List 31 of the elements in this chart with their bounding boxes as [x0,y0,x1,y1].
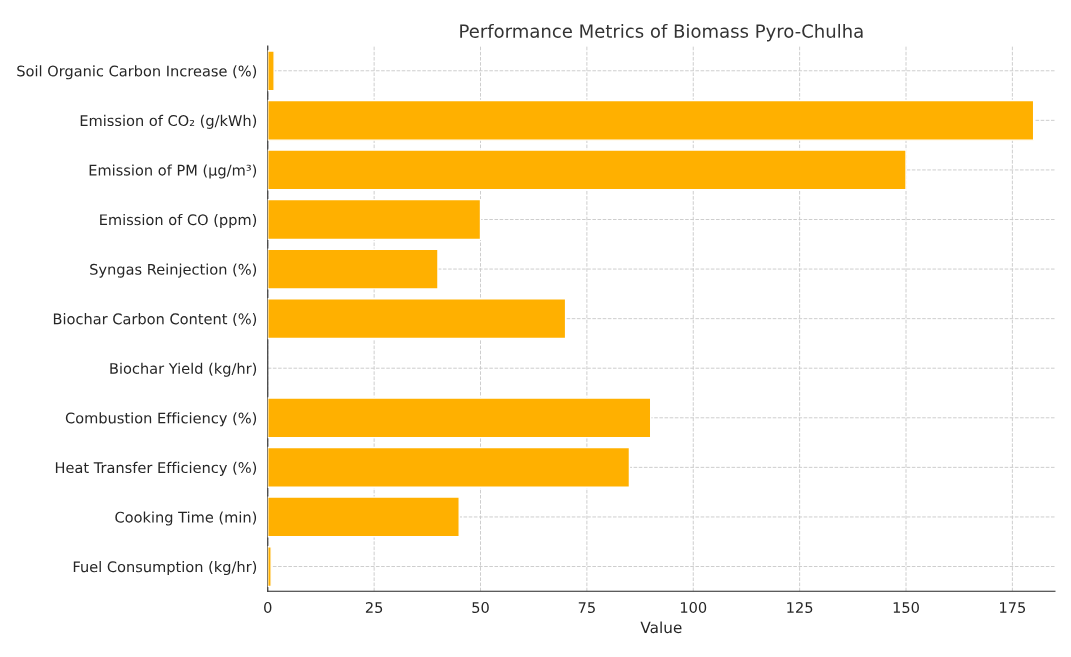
y-tick-label: Fuel Consumption (kg/hr) [73,560,257,576]
chart-title: Performance Metrics of Biomass Pyro-Chulha [460,23,863,42]
bar [267,545,272,588]
y-tick-label: Heat Transfer Efficiency (%) [55,461,257,476]
bar [267,446,631,488]
x-tick-label: 50 [472,601,489,614]
x-tick-label: 150 [893,601,919,614]
x-tick-label: 125 [787,601,813,614]
x-tick-label: 75 [578,602,595,614]
x-tick-label: 175 [1000,602,1026,614]
bar [267,198,482,241]
bar [267,298,567,340]
y-tick-label: Combustion Efficiency (%) [65,412,257,427]
bar [267,496,460,538]
y-tick-label: Soil Organic Carbon Increase (%) [17,65,257,80]
y-tick-label: Biochar Yield (kg/hr) [110,362,257,377]
bar [267,99,1035,141]
y-tick-label: Biochar Carbon Content (%) [53,313,257,327]
x-tick-label: 0 [264,601,272,614]
y-tick-label: Emission of PM (µg/m³) [89,164,257,179]
y-tick-label: Syngas Reinjection (%) [90,263,257,278]
bar [267,397,652,439]
bar [267,248,439,290]
y-tick-label: Emission of CO (ppm) [100,213,257,229]
bar [267,149,907,191]
x-tick-label: 100 [680,601,707,614]
y-tick-label: Cooking Time (min) [115,511,257,526]
bar [267,50,275,92]
x-tick-label: 25 [365,601,383,614]
x-axis-title: Value [640,621,682,634]
y-tick-label: Emission of CO₂ (g/kWh) [80,114,257,129]
